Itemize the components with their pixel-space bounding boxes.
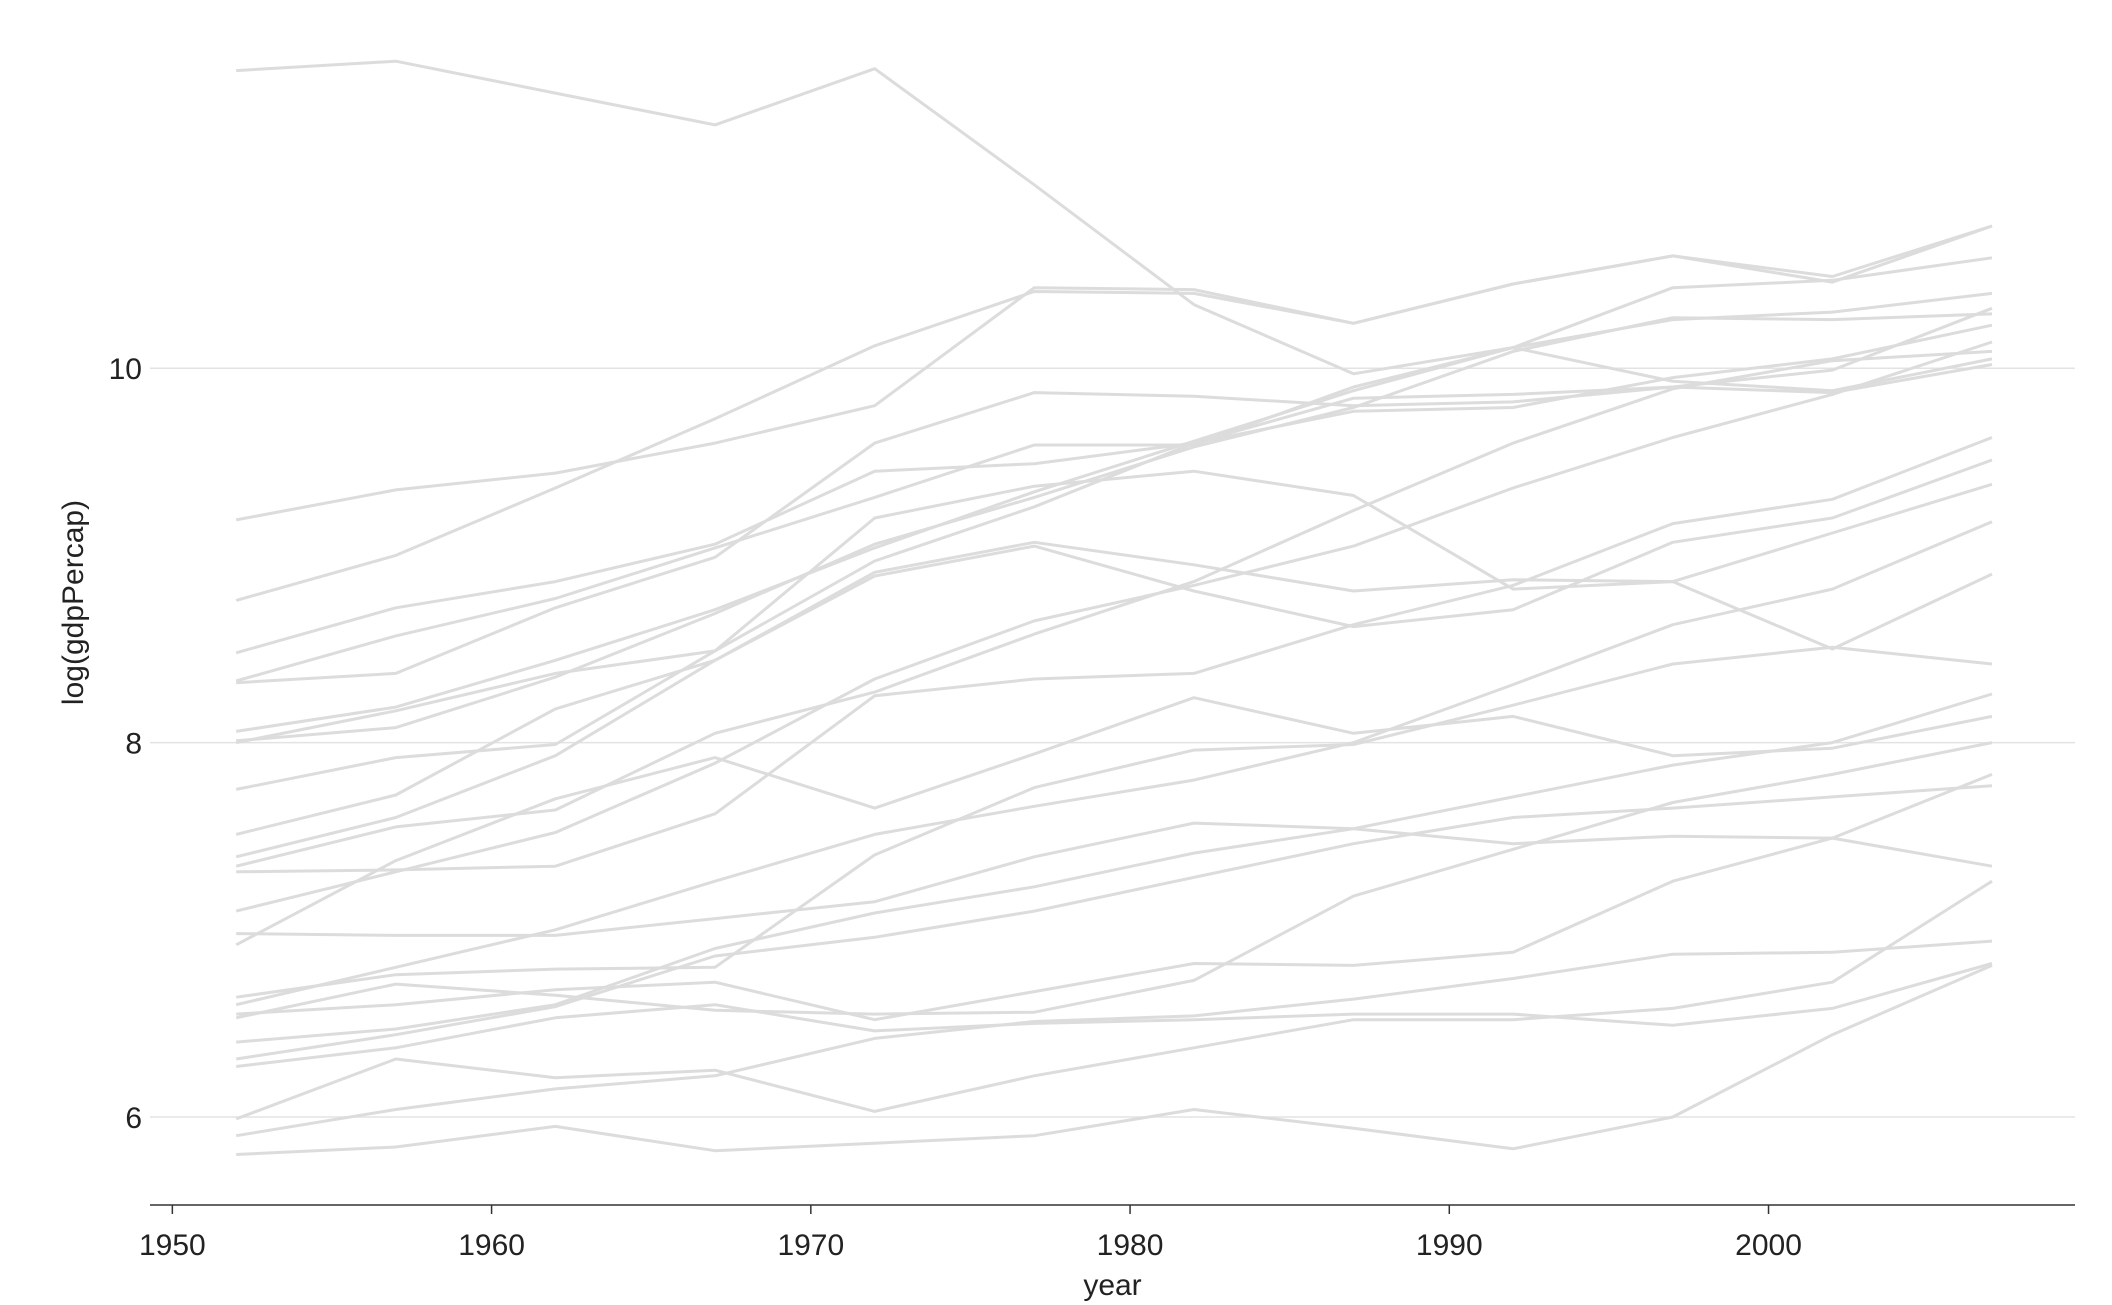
x-tick-label: 1960	[458, 1229, 525, 1262]
series-line-18	[235, 645, 1993, 999]
gridlines	[150, 367, 2075, 1118]
series-line-22	[236, 692, 1993, 1044]
y-tick-label: 6	[125, 1102, 142, 1135]
series-line-14	[236, 436, 1993, 874]
x-tick-label: 1990	[1416, 1229, 1483, 1262]
y-tick-label: 10	[109, 353, 142, 386]
series-line-10	[235, 469, 1993, 791]
series-line-19	[235, 520, 1993, 1007]
series-line-5	[235, 256, 1993, 683]
x-axis-title: year	[1083, 1269, 1141, 1302]
y-tick-label: 8	[125, 728, 142, 761]
series-line-15	[235, 340, 1993, 913]
series-line-9	[235, 323, 1993, 745]
y-axis-ticks: 6 8 10	[109, 353, 142, 1135]
series-line-20	[236, 773, 1993, 1022]
series-line-16	[236, 821, 1993, 937]
x-tick-label: 1970	[777, 1229, 844, 1262]
series-line-12	[235, 540, 1993, 859]
series-line-27	[236, 964, 1993, 1156]
series-lines	[235, 59, 1993, 1156]
series-line-24	[236, 962, 1993, 1068]
series-line-1	[236, 59, 1993, 393]
series-line-3	[235, 224, 1993, 602]
x-tick-label: 1950	[139, 1229, 206, 1262]
series-line-13	[235, 349, 1993, 868]
series-line-21	[235, 741, 1993, 1020]
series-line-25	[235, 879, 1993, 1121]
series-line-11	[235, 458, 1993, 836]
series-line-17	[235, 696, 1993, 947]
series-line-4	[235, 363, 1993, 655]
x-axis-ticks: 1950 1960 1970 1980 1990 2000	[139, 1205, 1802, 1262]
series-line-6	[236, 306, 1993, 685]
x-tick-label: 2000	[1735, 1229, 1802, 1262]
series-line-8	[236, 312, 1993, 743]
y-axis-title: log(gdpPercap)	[57, 500, 90, 705]
series-line-26	[235, 939, 1993, 1138]
x-tick-label: 1980	[1097, 1229, 1164, 1262]
series-line-23	[235, 784, 1993, 1061]
